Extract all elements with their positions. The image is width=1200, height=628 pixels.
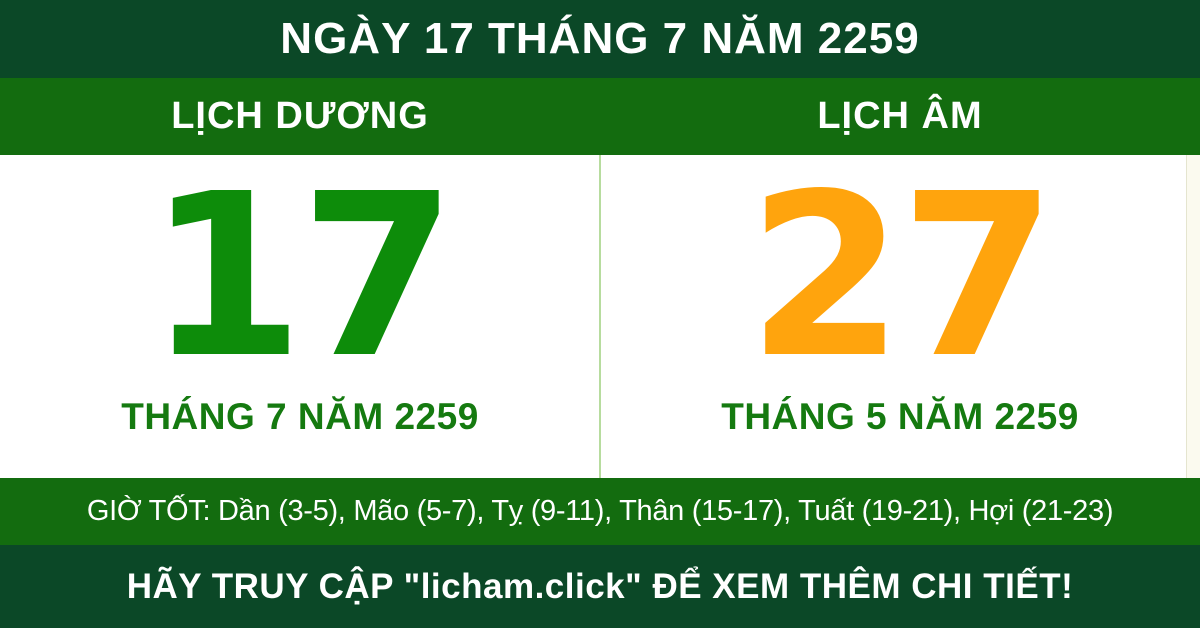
good-hours-text: GIỜ TỐT: Dần (3-5), Mão (5-7), Tỵ (9-11)… [86, 495, 1114, 527]
footer-bar: HÃY TRUY CẬP "licham.click" ĐỂ XEM THÊM … [0, 545, 1200, 628]
calendar-headers: LỊCH DƯƠNG LỊCH ÂM [0, 78, 1200, 155]
lunar-day-number: 27 [747, 146, 1056, 408]
lunar-calendar-header: LỊCH ÂM [600, 78, 1200, 155]
calendar-panels: 17 THÁNG 7 NĂM 2259 27 THÁNG 5 NĂM 2259 [0, 155, 1200, 478]
lunar-calendar-panel: 27 THÁNG 5 NĂM 2259 [600, 155, 1200, 478]
page-title: NGÀY 17 THÁNG 7 NĂM 2259 [280, 14, 920, 63]
solar-day-number: 17 [147, 146, 456, 408]
solar-calendar-panel: 17 THÁNG 7 NĂM 2259 [0, 155, 600, 478]
panel-divider [599, 155, 601, 478]
calendar-page-edge [1186, 155, 1200, 478]
date-title-bar: NGÀY 17 THÁNG 7 NĂM 2259 [0, 0, 1200, 78]
footer-text: HÃY TRUY CẬP "licham.click" ĐỂ XEM THÊM … [126, 566, 1074, 606]
solar-calendar-label: LỊCH DƯƠNG [171, 95, 429, 137]
lunar-calendar-label: LỊCH ÂM [817, 95, 983, 137]
solar-calendar-header: LỊCH DƯƠNG [0, 78, 600, 155]
solar-month-year-label: THÁNG 7 NĂM 2259 [121, 396, 479, 437]
lunar-month-year-label: THÁNG 5 NĂM 2259 [721, 396, 1079, 437]
good-hours-bar: GIỜ TỐT: Dần (3-5), Mão (5-7), Tỵ (9-11)… [0, 478, 1200, 545]
